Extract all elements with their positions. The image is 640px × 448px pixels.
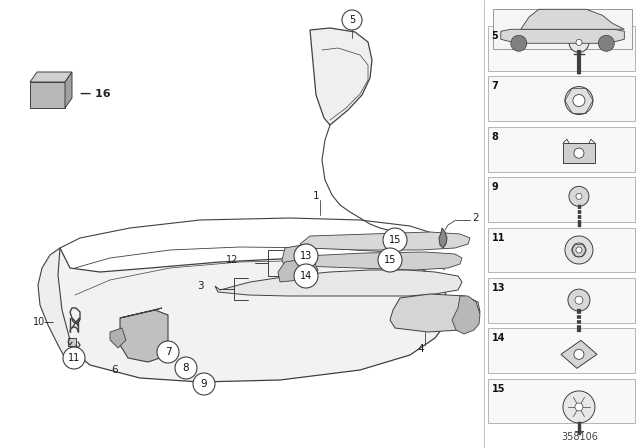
FancyBboxPatch shape bbox=[488, 127, 635, 172]
Circle shape bbox=[569, 32, 589, 52]
FancyBboxPatch shape bbox=[488, 328, 635, 373]
Polygon shape bbox=[452, 296, 480, 334]
Polygon shape bbox=[390, 294, 480, 332]
Polygon shape bbox=[65, 72, 72, 108]
Polygon shape bbox=[38, 248, 75, 362]
Text: 9: 9 bbox=[492, 182, 499, 192]
Text: — 16: — 16 bbox=[80, 89, 111, 99]
FancyBboxPatch shape bbox=[488, 76, 635, 121]
Polygon shape bbox=[576, 69, 582, 75]
Text: 15: 15 bbox=[384, 255, 396, 265]
Polygon shape bbox=[521, 9, 625, 29]
Text: 14: 14 bbox=[300, 271, 312, 281]
Circle shape bbox=[575, 296, 583, 304]
Text: 13: 13 bbox=[492, 283, 505, 293]
Circle shape bbox=[576, 39, 582, 45]
Text: 2: 2 bbox=[472, 213, 479, 223]
Circle shape bbox=[157, 341, 179, 363]
Polygon shape bbox=[300, 232, 470, 250]
Circle shape bbox=[574, 349, 584, 359]
FancyBboxPatch shape bbox=[488, 177, 635, 222]
Circle shape bbox=[576, 194, 582, 199]
Polygon shape bbox=[439, 228, 447, 248]
Polygon shape bbox=[52, 248, 450, 382]
Text: 8: 8 bbox=[182, 363, 189, 373]
Text: 358106: 358106 bbox=[561, 432, 598, 442]
FancyBboxPatch shape bbox=[493, 9, 632, 49]
Circle shape bbox=[342, 10, 362, 30]
FancyBboxPatch shape bbox=[488, 278, 635, 323]
Polygon shape bbox=[120, 310, 168, 362]
Polygon shape bbox=[563, 143, 595, 163]
Polygon shape bbox=[110, 328, 126, 348]
Polygon shape bbox=[215, 270, 462, 296]
Text: 3: 3 bbox=[197, 281, 204, 291]
Text: 4: 4 bbox=[418, 344, 424, 354]
Circle shape bbox=[294, 244, 318, 268]
Circle shape bbox=[378, 248, 402, 272]
Polygon shape bbox=[120, 308, 162, 318]
Polygon shape bbox=[30, 82, 65, 108]
Polygon shape bbox=[501, 29, 625, 43]
Circle shape bbox=[383, 228, 407, 252]
Text: 7: 7 bbox=[164, 347, 172, 357]
Circle shape bbox=[175, 357, 197, 379]
Circle shape bbox=[63, 347, 85, 369]
Circle shape bbox=[563, 391, 595, 423]
Circle shape bbox=[598, 35, 614, 51]
Polygon shape bbox=[30, 72, 72, 82]
Text: 13: 13 bbox=[300, 251, 312, 261]
Polygon shape bbox=[561, 340, 597, 368]
Polygon shape bbox=[282, 244, 318, 268]
Circle shape bbox=[568, 289, 590, 311]
Circle shape bbox=[574, 148, 584, 158]
Circle shape bbox=[575, 403, 583, 411]
Text: 7: 7 bbox=[492, 81, 499, 91]
Circle shape bbox=[193, 373, 215, 395]
Text: 10—: 10— bbox=[33, 317, 55, 327]
Polygon shape bbox=[278, 258, 318, 282]
Text: 14: 14 bbox=[492, 333, 505, 343]
Circle shape bbox=[294, 264, 318, 288]
Text: 11: 11 bbox=[68, 353, 80, 363]
FancyBboxPatch shape bbox=[488, 228, 635, 272]
Circle shape bbox=[576, 247, 582, 253]
Text: 12: 12 bbox=[226, 255, 238, 265]
Text: 5: 5 bbox=[492, 31, 499, 41]
FancyBboxPatch shape bbox=[488, 26, 635, 71]
Text: 15: 15 bbox=[389, 235, 401, 245]
Circle shape bbox=[573, 95, 585, 107]
Text: 5: 5 bbox=[349, 15, 355, 25]
Circle shape bbox=[565, 86, 593, 115]
Text: 9: 9 bbox=[201, 379, 207, 389]
Text: 8: 8 bbox=[492, 132, 499, 142]
Polygon shape bbox=[296, 252, 462, 270]
Text: 1: 1 bbox=[313, 191, 319, 201]
Circle shape bbox=[569, 186, 589, 207]
Polygon shape bbox=[310, 28, 372, 125]
Text: 6: 6 bbox=[112, 365, 118, 375]
Text: 11: 11 bbox=[492, 233, 505, 242]
Polygon shape bbox=[68, 338, 76, 346]
Circle shape bbox=[572, 243, 586, 257]
Text: 15: 15 bbox=[492, 383, 505, 393]
Circle shape bbox=[565, 236, 593, 264]
FancyBboxPatch shape bbox=[488, 379, 635, 423]
Circle shape bbox=[511, 35, 527, 51]
